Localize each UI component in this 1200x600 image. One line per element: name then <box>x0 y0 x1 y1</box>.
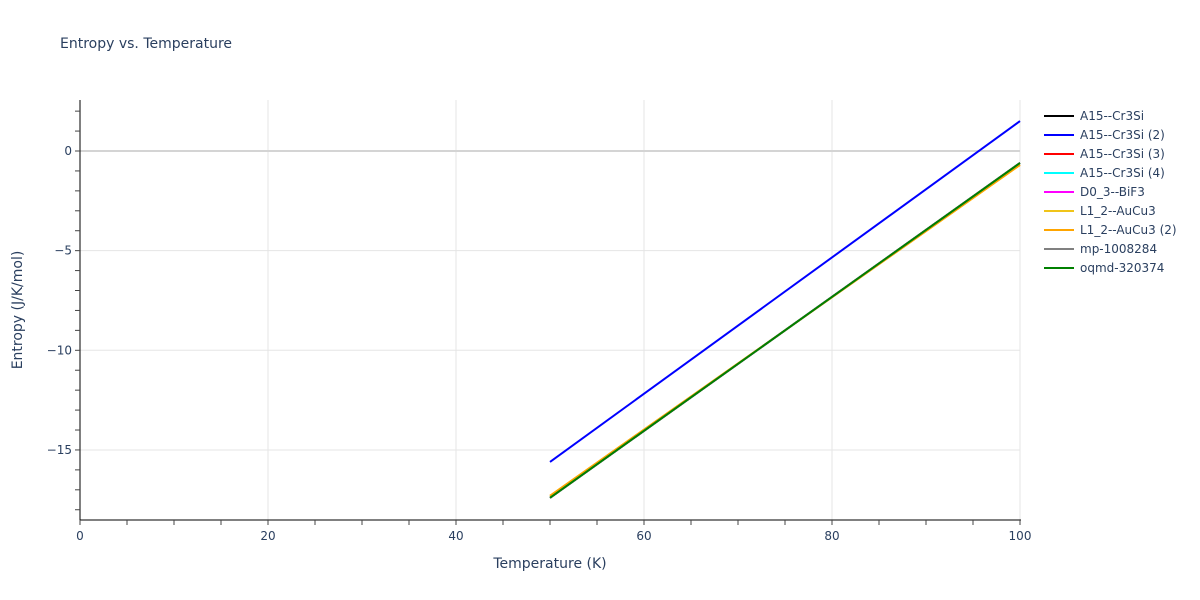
legend-item[interactable]: A15--Cr3Si <box>1044 106 1177 125</box>
legend-item[interactable]: mp-1008284 <box>1044 239 1177 258</box>
legend-line-icon <box>1044 114 1074 117</box>
legend-item[interactable]: A15--Cr3Si (3) <box>1044 144 1177 163</box>
legend-item[interactable]: oqmd-320374 <box>1044 258 1177 277</box>
legend-line-icon <box>1044 247 1074 250</box>
legend-label: A15--Cr3Si (3) <box>1080 146 1165 161</box>
y-tick-label: −5 <box>54 244 72 258</box>
x-tick-label: 20 <box>260 529 275 543</box>
legend-item[interactable]: D0_3--BiF3 <box>1044 182 1177 201</box>
legend-line-icon <box>1044 228 1074 231</box>
legend-label: A15--Cr3Si (4) <box>1080 165 1165 180</box>
trace-oqmd-320374[interactable] <box>549 162 1021 499</box>
y-tick-label: −15 <box>47 443 72 457</box>
legend-label: D0_3--BiF3 <box>1080 184 1145 199</box>
legend-item[interactable]: L1_2--AuCu3 (2) <box>1044 220 1177 239</box>
x-tick-label: 100 <box>1009 529 1032 543</box>
traces <box>549 120 1021 499</box>
legend-label: A15--Cr3Si (2) <box>1080 127 1165 142</box>
legend-line-icon <box>1044 190 1074 193</box>
axes: 0 20 40 60 80 100 0 −5 −10 −15 <box>47 100 1032 543</box>
legend: A15--Cr3Si A15--Cr3Si (2) A15--Cr3Si (3) A1… <box>1044 106 1177 277</box>
x-axis-title: Temperature (K) <box>492 556 606 572</box>
legend-label: L1_2--AuCu3 (2) <box>1080 222 1177 237</box>
legend-line-icon <box>1044 133 1074 136</box>
legend-label: L1_2--AuCu3 <box>1080 203 1156 218</box>
legend-label: mp-1008284 <box>1080 241 1158 256</box>
x-tick-label: 60 <box>636 529 651 543</box>
y-tick-label: 0 <box>64 144 72 158</box>
legend-line-icon <box>1044 171 1074 174</box>
legend-item[interactable]: A15--Cr3Si (2) <box>1044 125 1177 144</box>
x-tick-label: 80 <box>824 529 839 543</box>
x-tick-label: 0 <box>76 529 84 543</box>
y-axis-title: Entropy (J/K/mol) <box>10 251 26 370</box>
legend-label: oqmd-320374 <box>1080 260 1165 275</box>
legend-item[interactable]: A15--Cr3Si (4) <box>1044 163 1177 182</box>
legend-label: A15--Cr3Si <box>1080 108 1145 123</box>
gridlines <box>80 100 1021 520</box>
chart-title: Entropy vs. Temperature <box>60 36 233 52</box>
y-tick-label: −10 <box>47 343 72 357</box>
x-tick-label: 40 <box>448 529 463 543</box>
legend-item[interactable]: L1_2--AuCu3 <box>1044 201 1177 220</box>
legend-line-icon <box>1044 266 1074 269</box>
legend-line-icon <box>1044 152 1074 155</box>
legend-line-icon <box>1044 209 1074 212</box>
trace-a15-cr3si-2-[interactable] <box>549 120 1021 463</box>
